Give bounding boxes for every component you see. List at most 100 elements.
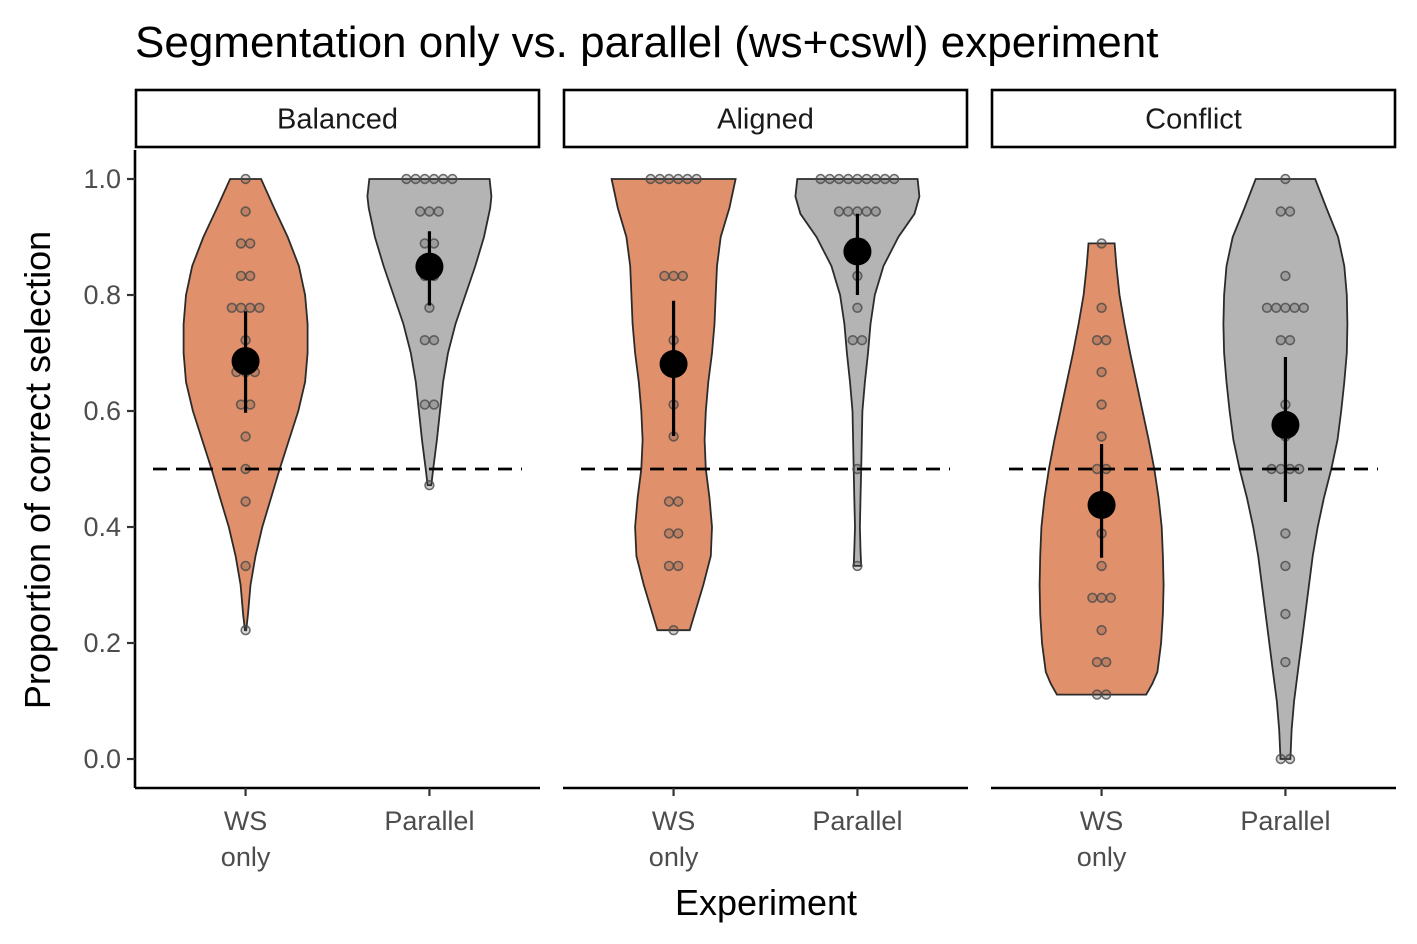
data-point	[833, 206, 845, 217]
data-point	[1096, 560, 1107, 572]
data-point	[240, 496, 251, 507]
data-point	[672, 496, 684, 507]
data-point	[419, 399, 430, 410]
data-point	[870, 206, 881, 217]
mean-point	[1271, 410, 1300, 439]
data-point	[815, 173, 826, 185]
data-point	[861, 206, 872, 217]
y-tick-label: 0.6	[83, 396, 121, 426]
data-point	[1096, 592, 1107, 603]
data-point	[659, 270, 670, 282]
y-axis-title: Proportion of correct selection	[17, 231, 58, 709]
facet-strip-label: Conflict	[1145, 104, 1242, 136]
x-tick-label: Parallel	[1240, 806, 1330, 836]
x-tick-label-line: WS	[224, 806, 268, 836]
facet-strip-label: Aligned	[717, 104, 814, 136]
x-axis-title: Experiment	[675, 882, 857, 923]
mean-point	[843, 237, 872, 266]
data-point	[842, 206, 854, 217]
data-point	[433, 206, 444, 217]
data-point	[833, 173, 845, 185]
data-point	[1096, 302, 1107, 313]
data-point	[1275, 753, 1287, 765]
x-tick-label-line: Parallel	[1240, 806, 1330, 836]
data-point	[1284, 753, 1296, 765]
data-point	[419, 173, 430, 185]
data-point	[245, 270, 256, 282]
data-point	[1284, 335, 1296, 346]
data-point	[677, 270, 688, 282]
y-tick-label: 0.2	[83, 628, 121, 658]
data-point	[235, 302, 247, 313]
data-point	[1275, 206, 1287, 217]
facet-panels: Balanced WS only Parallel Aligned WS only Paral…	[134, 88, 1397, 872]
data-point	[1289, 302, 1300, 313]
y-tick-label: 0.0	[83, 744, 121, 774]
data-point	[1280, 173, 1291, 185]
data-point	[245, 238, 256, 249]
y-axis: 0.0 0.2 0.4 0.6 0.8 1.0	[83, 150, 137, 788]
violin-parallel	[794, 178, 921, 567]
violin-parallel	[366, 178, 493, 487]
data-point	[438, 173, 449, 185]
x-tick-label: WS only	[649, 806, 699, 872]
data-point	[226, 302, 238, 313]
mean-point	[1087, 490, 1116, 519]
x-tick-label-line: WS	[1080, 806, 1124, 836]
data-point	[240, 624, 251, 636]
data-point	[663, 528, 675, 539]
data-point	[663, 173, 675, 185]
data-point	[1284, 206, 1296, 217]
data-point	[645, 173, 656, 185]
data-point	[1270, 302, 1282, 313]
data-point	[1096, 431, 1107, 442]
data-point	[410, 173, 421, 185]
data-point	[1091, 689, 1103, 700]
data-point	[691, 173, 702, 185]
data-point	[1100, 335, 1112, 346]
data-point	[1280, 302, 1291, 313]
data-point	[852, 173, 863, 185]
data-point	[235, 270, 247, 282]
x-tick-label-line: Parallel	[812, 806, 902, 836]
data-point	[672, 560, 684, 572]
data-point	[1280, 608, 1291, 620]
x-tick-label-line: Parallel	[384, 806, 474, 836]
data-point	[1096, 624, 1107, 636]
data-point	[668, 624, 679, 636]
data-point	[861, 173, 872, 185]
data-point	[235, 238, 247, 249]
data-point	[428, 399, 440, 410]
y-tick-label: 1.0	[83, 164, 121, 194]
data-point	[682, 173, 693, 185]
y-tick-label: 0.4	[83, 512, 121, 542]
facet-balanced: Balanced WS only Parallel	[134, 88, 541, 872]
x-tick-label-line: only	[221, 842, 271, 872]
data-point	[672, 528, 684, 539]
facet-strip	[562, 88, 969, 149]
data-point	[447, 173, 458, 185]
data-point	[1105, 592, 1117, 603]
facet-strip-label: Balanced	[277, 104, 398, 136]
data-point	[1091, 656, 1103, 668]
x-tick-label-line: only	[1077, 842, 1127, 872]
facet-conflict: Conflict WS only Parallel	[990, 88, 1397, 872]
data-point	[879, 173, 891, 185]
data-point	[663, 496, 675, 507]
data-point	[824, 173, 835, 185]
data-point	[240, 206, 251, 217]
facet-aligned: Aligned WS only Parallel	[562, 88, 969, 872]
data-point	[1280, 528, 1291, 539]
x-tick-label: Parallel	[384, 806, 474, 836]
mean-point	[231, 347, 260, 376]
data-point	[1280, 656, 1291, 668]
data-point	[1096, 238, 1107, 249]
mean-point	[659, 350, 688, 379]
data-point	[1091, 335, 1103, 346]
data-point	[1096, 399, 1107, 410]
data-point	[424, 206, 435, 217]
data-point	[1298, 302, 1310, 313]
data-point	[245, 302, 256, 313]
data-point	[401, 173, 412, 185]
